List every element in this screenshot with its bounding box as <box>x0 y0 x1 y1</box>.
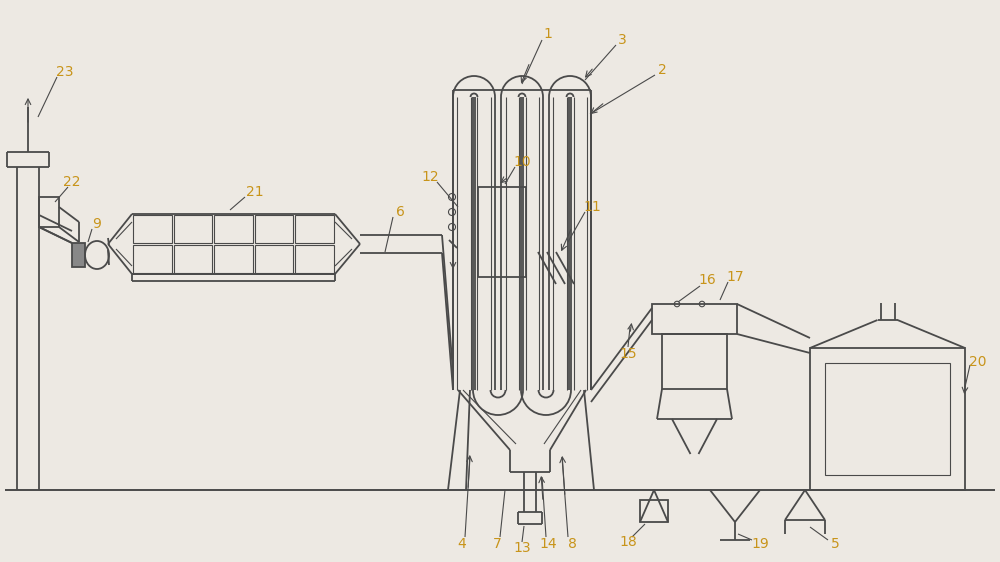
Text: 11: 11 <box>583 200 601 214</box>
Text: 8: 8 <box>568 537 576 551</box>
Text: 2: 2 <box>658 63 666 77</box>
Bar <box>214 245 253 273</box>
Bar <box>295 245 334 273</box>
Text: 12: 12 <box>421 170 439 184</box>
Text: 5: 5 <box>831 537 839 551</box>
Text: 17: 17 <box>726 270 744 284</box>
Text: 22: 22 <box>63 175 81 189</box>
Bar <box>174 215 212 243</box>
Text: 1: 1 <box>544 27 552 41</box>
Bar <box>133 245 172 273</box>
Text: 20: 20 <box>969 355 987 369</box>
Text: 9: 9 <box>93 217 101 231</box>
Bar <box>295 215 334 243</box>
Text: 15: 15 <box>619 347 637 361</box>
Bar <box>133 215 172 243</box>
Text: 18: 18 <box>619 535 637 549</box>
Text: 21: 21 <box>246 185 264 199</box>
Bar <box>39 197 59 227</box>
Bar <box>72 243 85 267</box>
Text: 19: 19 <box>751 537 769 551</box>
Bar <box>174 245 212 273</box>
Text: 7: 7 <box>493 537 501 551</box>
Bar <box>478 187 526 277</box>
Text: 3: 3 <box>618 33 626 47</box>
Bar <box>652 304 737 334</box>
Text: 16: 16 <box>698 273 716 287</box>
Text: 6: 6 <box>396 205 404 219</box>
Bar <box>662 334 727 389</box>
Bar <box>640 500 668 522</box>
Text: 23: 23 <box>56 65 74 79</box>
Bar <box>825 363 950 475</box>
Bar <box>214 215 253 243</box>
Bar <box>255 245 293 273</box>
Text: 13: 13 <box>513 541 531 555</box>
Text: 10: 10 <box>513 155 531 169</box>
Text: 14: 14 <box>539 537 557 551</box>
Text: 4: 4 <box>458 537 466 551</box>
Bar <box>810 348 965 490</box>
Bar <box>255 215 293 243</box>
